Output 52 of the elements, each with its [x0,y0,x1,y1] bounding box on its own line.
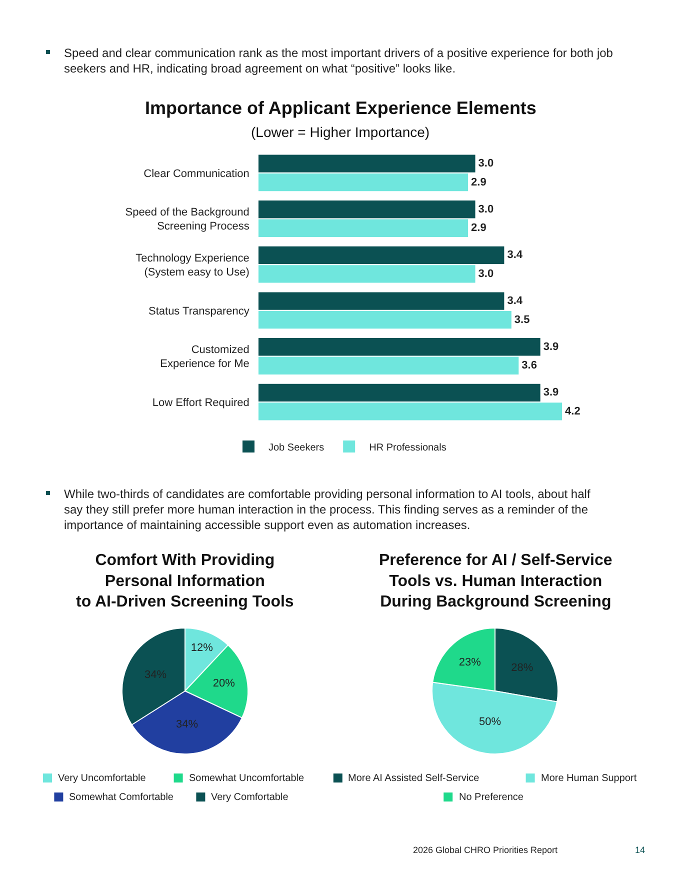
data-label: 3.5 [514,314,530,326]
data-label: 3.0 [478,158,494,170]
y-tick-label: Clear Communication [144,168,250,180]
y-tick-label: Low Effort Required [152,396,250,409]
legend-label: Somewhat Comfortable [69,792,174,803]
legend-label: No Preference [459,792,524,803]
text: 2026 Global CHRO Priorities Report [413,845,558,855]
data-label: 4.2 [565,405,580,418]
y-tick-label: Customized Experience for Me [160,344,250,370]
legend-label: Very Comfortable [211,792,289,803]
y-tick-label: Technology Experience (System easy to Use) [136,252,250,279]
bar [258,200,476,218]
data-label: 2.9 [471,222,486,234]
chart-title: Preference for AI / Self-Service Tools vs. Human Interaction During Background Screening [379,552,612,611]
chart-subtitle: (Lower = Higher Importance) [251,124,430,140]
legend-label: HR Professionals [369,442,446,454]
data-label: 3.0 [478,268,494,280]
data-label: 3.9 [543,340,559,353]
data-label: 50% [479,716,502,728]
data-label: 3.0 [478,203,494,216]
legend-label: Somewhat Uncomfortable [189,773,304,784]
data-label: 34% [176,718,198,731]
bar [258,246,504,264]
bar [258,292,504,310]
chart-title: Importance of Applicant Experience Elements [145,98,536,118]
bar [258,338,540,356]
data-label: 3.4 [507,249,524,262]
text: Speed and clear communication rank as the most important drivers of a positive experience for both job seekers and HR, indicating broad agreement on what “positive” looks like. [64,46,614,76]
data-label: 3.6 [522,360,537,372]
bar [258,173,468,192]
bar [258,402,562,420]
data-label: 3.4 [507,295,524,308]
text: 14 [635,845,646,855]
bar [258,384,540,402]
bar [258,219,468,237]
data-label: 20% [212,678,236,690]
legend-label: Very Uncomfortable [58,773,146,784]
bar [258,310,512,329]
data-label: 3.9 [543,386,559,399]
bar [258,154,476,172]
legend-label: More AI Assisted Self-Service [348,773,480,784]
y-tick-label: Status Transparency [148,305,250,318]
chart-title: Comfort With Providing Personal Information to AI-Driven Screening Tools [76,552,294,611]
bar [258,265,476,283]
text: While two-thirds of candidates are comfortable providing personal information to AI tools, about half say they still prefer more human interaction in the process. This finding serves as a reminder of the importance of maintaining accessible support even as automation increases. [64,487,591,532]
legend-label: More Human Support [541,773,637,784]
legend-label: Job Seekers [268,442,324,454]
data-label: 2.9 [471,176,486,188]
data-label: 12% [190,642,214,654]
y-tick-label: Speed of the Background Screening Process [125,206,250,233]
data-label: 23% [458,656,482,668]
bar [258,356,519,374]
